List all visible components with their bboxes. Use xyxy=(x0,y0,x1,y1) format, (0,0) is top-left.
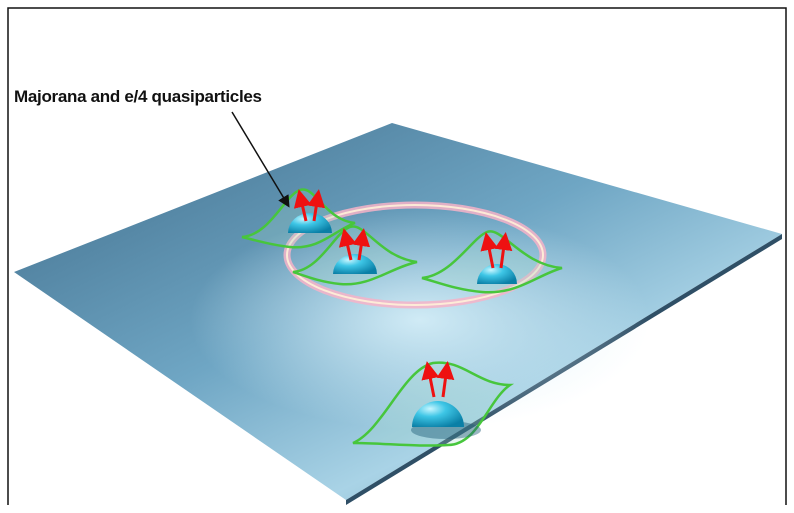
plate-glow xyxy=(190,210,650,430)
quasiparticle xyxy=(292,225,418,286)
quasiparticle xyxy=(352,361,515,447)
ring-core xyxy=(286,204,544,306)
frame xyxy=(7,7,787,505)
annotation-arrow xyxy=(231,111,290,208)
quasiparticle xyxy=(421,230,563,294)
annotation-label: Majorana and e/4 quasiparticles xyxy=(14,87,262,106)
